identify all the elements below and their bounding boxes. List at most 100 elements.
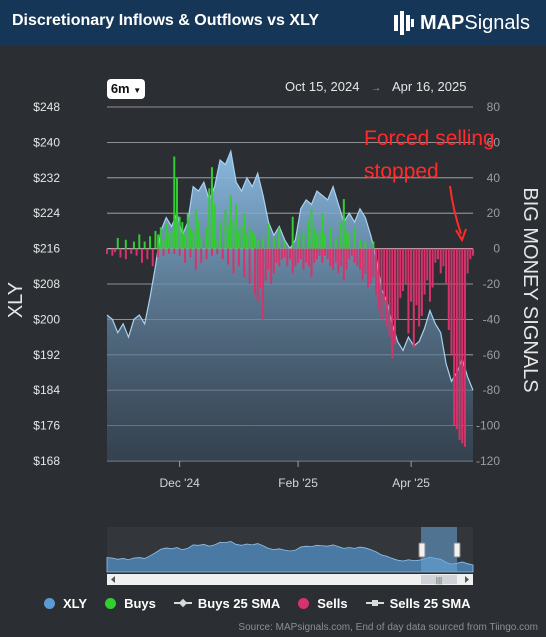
buy-bar — [372, 241, 375, 249]
sell-bar — [380, 248, 383, 320]
buy-bar — [227, 225, 230, 249]
buy-bar — [208, 188, 211, 249]
sell-bar — [437, 248, 440, 260]
buy-bar — [334, 237, 337, 249]
buy-bar — [240, 225, 243, 249]
buy-bar — [175, 177, 178, 249]
legend-item-sells-sma[interactable]: Sells 25 SMA — [365, 596, 471, 611]
sell-bar — [426, 248, 429, 281]
buy-bar — [124, 239, 127, 249]
scrollbar-track — [107, 574, 473, 585]
sell-bar — [294, 248, 297, 267]
sell-bar — [410, 248, 413, 302]
buy-bar — [329, 227, 332, 249]
left-tick-label: $208 — [33, 277, 60, 291]
circle-icon — [105, 597, 117, 609]
right-tick-label: 0 — [493, 242, 500, 256]
sell-bar — [418, 248, 421, 327]
map-pin-icon — [393, 11, 414, 35]
sell-bar — [194, 248, 197, 270]
navigator-handle-left — [418, 542, 426, 558]
x-tick-label: Feb '25 — [278, 476, 318, 490]
grip-icon: ||| — [436, 576, 442, 585]
buy-bar — [132, 241, 135, 249]
buy-bar — [154, 230, 157, 249]
sell-bar — [447, 248, 450, 331]
sell-bar — [248, 248, 251, 284]
sell-bar — [377, 248, 380, 309]
buy-bar — [210, 167, 213, 249]
sell-bar — [305, 248, 308, 263]
sell-bar — [393, 248, 396, 345]
annotation: Forced selling stopped — [364, 127, 495, 243]
buy-bar — [342, 199, 345, 249]
buy-bar — [297, 234, 300, 249]
buy-bar — [358, 239, 361, 249]
buy-bar — [194, 209, 197, 249]
buy-bar — [181, 222, 184, 249]
scroll-right-icon — [465, 576, 469, 583]
header-bar: Discretionary Inflows & Outflows vs XLY … — [0, 0, 546, 46]
logo-text: MAPSignals — [419, 11, 530, 34]
sell-bar — [262, 248, 265, 320]
legend-item-buys-sma[interactable]: Buys 25 SMA — [173, 596, 280, 611]
sell-bar — [210, 248, 213, 256]
buy-bar — [170, 230, 173, 249]
date-range[interactable]: Oct 15, 2024 → Apr 16, 2025 — [285, 79, 466, 94]
period-selector[interactable]: 6m ▼ — [107, 79, 145, 99]
page-title: Discretionary Inflows & Outflows vs XLY — [12, 12, 320, 29]
buy-bar — [318, 230, 321, 249]
buy-bar — [272, 237, 275, 249]
buy-bar — [219, 222, 222, 249]
square-line-icon — [365, 597, 384, 609]
sell-bar — [318, 248, 321, 256]
date-to[interactable]: Apr 16, 2025 — [391, 79, 467, 94]
buy-bar — [235, 204, 238, 249]
sell-bar — [254, 248, 257, 295]
scroll-left-icon — [111, 576, 115, 583]
left-tick-label: $192 — [33, 348, 60, 362]
sell-bar — [358, 248, 361, 270]
sell-bar — [431, 248, 434, 288]
navigator[interactable]: ||| — [106, 527, 474, 585]
sell-bar — [329, 248, 332, 267]
sell-bar — [124, 248, 127, 260]
legend-item-buys[interactable]: Buys — [105, 596, 156, 611]
sell-bar — [334, 248, 337, 263]
buy-bar — [254, 234, 257, 249]
left-tick-label: $240 — [33, 135, 60, 149]
sell-bar — [173, 248, 176, 254]
buy-bar — [229, 195, 232, 249]
sell-bar — [321, 248, 324, 263]
buy-bar — [159, 227, 162, 249]
buy-bar — [283, 241, 286, 249]
chevron-down-icon: ▼ — [133, 86, 142, 95]
sell-bar — [243, 248, 246, 277]
buy-bar — [186, 213, 189, 249]
buy-bar — [291, 216, 294, 249]
sell-bar — [383, 248, 386, 302]
sell-bar — [162, 248, 165, 256]
buy-bar — [348, 234, 351, 249]
sell-bar — [348, 248, 351, 260]
sell-bar — [439, 248, 442, 274]
right-tick-label: 60 — [487, 135, 501, 149]
x-tick-label: Apr '25 — [392, 476, 430, 490]
sell-bar — [275, 248, 278, 263]
sell-bar — [463, 248, 466, 447]
right-tick-label: -120 — [476, 454, 500, 468]
sell-bar — [442, 248, 445, 267]
buy-bar — [138, 234, 141, 249]
legend-item-xly[interactable]: XLY — [44, 596, 87, 611]
sell-bar — [404, 248, 407, 284]
left-tick-label: $248 — [33, 100, 60, 114]
sell-bar — [399, 248, 402, 299]
sell-bar — [353, 248, 356, 263]
legend-item-sells[interactable]: Sells — [298, 596, 348, 611]
buy-bar — [149, 236, 152, 249]
sell-bar — [135, 248, 138, 256]
sell-bar — [332, 248, 335, 270]
date-from[interactable]: Oct 15, 2024 — [285, 79, 360, 94]
buy-bar — [340, 222, 343, 249]
buy-bar — [143, 241, 146, 249]
